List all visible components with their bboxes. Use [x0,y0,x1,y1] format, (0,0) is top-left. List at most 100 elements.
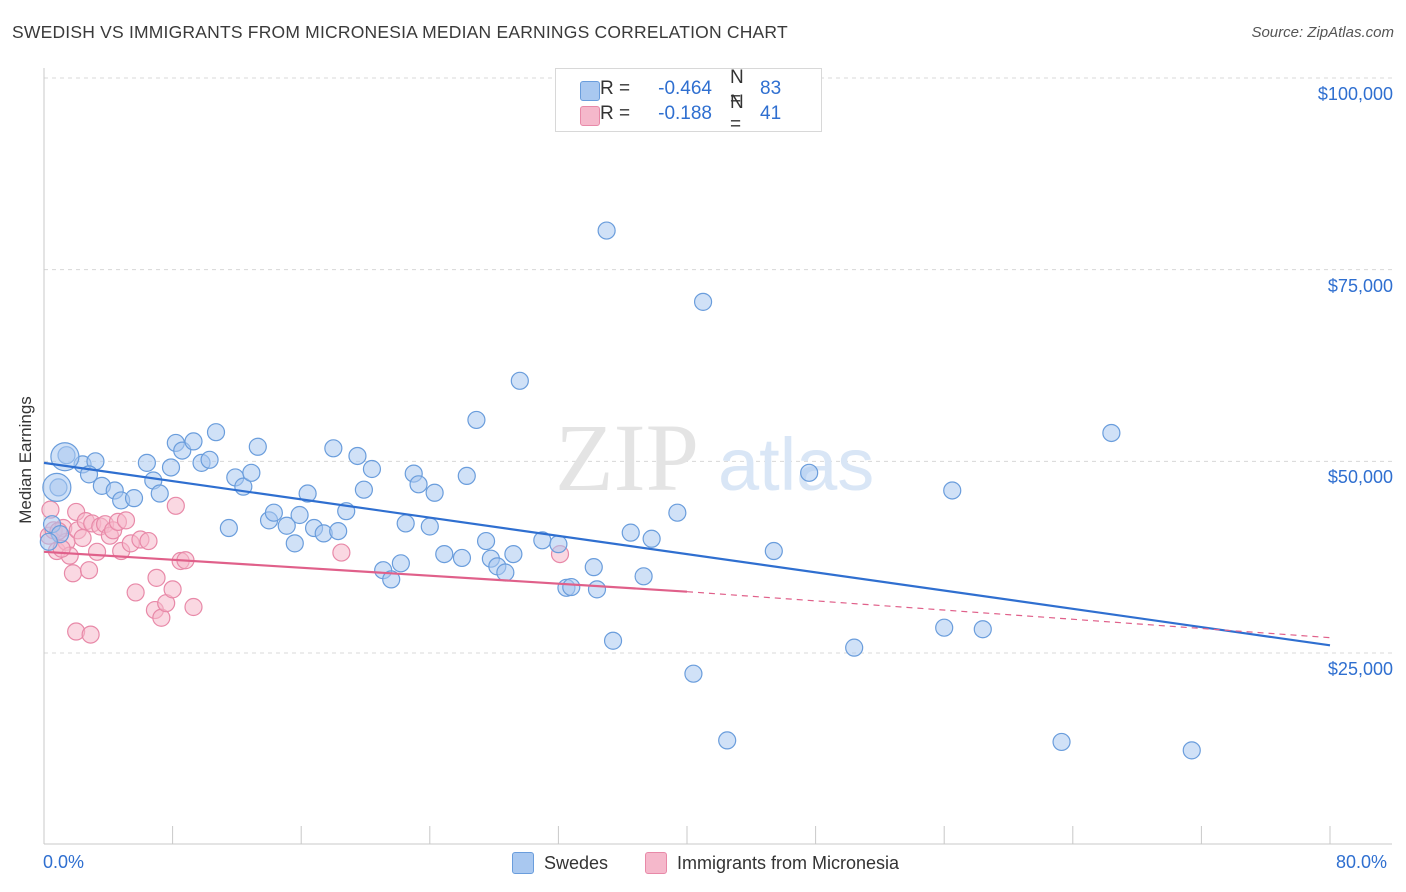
data-point [137,453,156,472]
legend-row-swedes: R = -0.464 N = 83 [580,67,800,110]
data-point [87,542,107,561]
data-point [63,564,83,583]
legend-item-swedes: Swedes [512,852,608,874]
data-point [248,437,267,456]
legend-r-label: R = [600,103,631,124]
data-point [332,543,351,562]
data-point [587,580,607,599]
legend-r-label: R = [600,78,631,99]
data-point [510,371,529,390]
data-point [81,625,100,644]
data-point [163,580,182,599]
data-point [206,423,226,442]
y-tick-label: $25,000 [1327,659,1393,679]
legend-n-value: 83 [760,78,782,99]
trend-line [43,461,1331,647]
points [39,221,1201,760]
data-point [264,503,283,522]
data-point [391,554,410,573]
grid [44,77,1392,654]
data-point [1182,741,1201,760]
y-axis-label: Median Earnings [16,396,35,524]
watermark-atlas: atlas [718,423,874,506]
data-point [116,511,136,530]
data-point [621,523,640,542]
y-tick-label: $100,000 [1317,84,1393,104]
legend-r-value: -0.464 [658,78,712,99]
y-tick-label: $75,000 [1327,275,1393,296]
data-point [354,480,373,499]
data-point [425,483,444,502]
legend-swatch-micronesia [580,106,600,126]
data-point [166,496,185,515]
legend-r-value: -0.188 [658,103,712,124]
trend-line-extension [686,591,1331,639]
data-point [845,638,864,657]
data-point-large [42,472,72,502]
data-point [242,463,261,482]
data-point [496,563,515,582]
legend-n-label: N = [730,67,744,110]
data-point [457,466,476,485]
data-point [396,514,415,533]
data-point [973,620,992,639]
axes [43,68,1392,845]
data-point [79,561,99,580]
data-point [764,541,783,561]
legend-swatch-micronesia [645,852,667,874]
legend-swatch-swedes [580,81,600,101]
data-point [597,221,616,240]
legend-n-value: 41 [760,103,782,124]
data-point [184,432,203,451]
data-point [943,481,962,500]
data-point [184,597,203,617]
data-point [693,292,713,311]
legend-swatch-swedes [512,852,534,874]
data-point [124,489,144,508]
data-point [584,558,603,577]
data-point [476,531,496,551]
legend-row-micronesia: R = -0.188 N = 41 [580,92,800,135]
data-point [39,532,58,551]
legend-n-label: N = [730,92,744,135]
data-point [634,567,653,586]
legend-label-micronesia: Immigrants from Micronesia [677,852,900,873]
data-point [668,503,687,522]
data-point [329,521,348,541]
data-point [562,577,581,597]
data-point [348,446,367,466]
data-point [504,544,523,564]
data-point [800,463,819,482]
chart-title: SWEDISH VS IMMIGRANTS FROM MICRONESIA ME… [12,22,788,42]
legend-label-swedes: Swedes [544,852,609,873]
data-point [219,518,238,538]
data-point [126,583,145,602]
data-point [161,458,181,477]
data-point [200,450,219,469]
data-point [382,570,401,589]
data-point [420,517,439,536]
data-point [467,410,486,430]
data-point [718,731,737,750]
data-point [139,531,158,551]
trend-line [43,550,688,593]
x-tick-max: 80.0% [1336,852,1388,872]
data-point [290,505,309,525]
data-point [324,439,343,458]
data-point [277,516,296,535]
correlation-legend: R = -0.464 N = 83 R = -0.188 N = 41 [555,67,822,135]
watermark-zip: ZIP [555,404,699,511]
data-point [1102,423,1121,443]
trend-lines [43,461,1331,647]
data-point [642,529,661,548]
data-point [298,484,317,503]
data-point [1052,732,1071,752]
data-point [603,631,623,650]
data-point [549,535,568,554]
x-tick-min: 0.0% [43,852,85,872]
data-point [150,484,169,503]
data-point [409,475,428,494]
data-point [684,664,703,683]
source-label: Source: ZipAtlas.com [1251,24,1394,41]
